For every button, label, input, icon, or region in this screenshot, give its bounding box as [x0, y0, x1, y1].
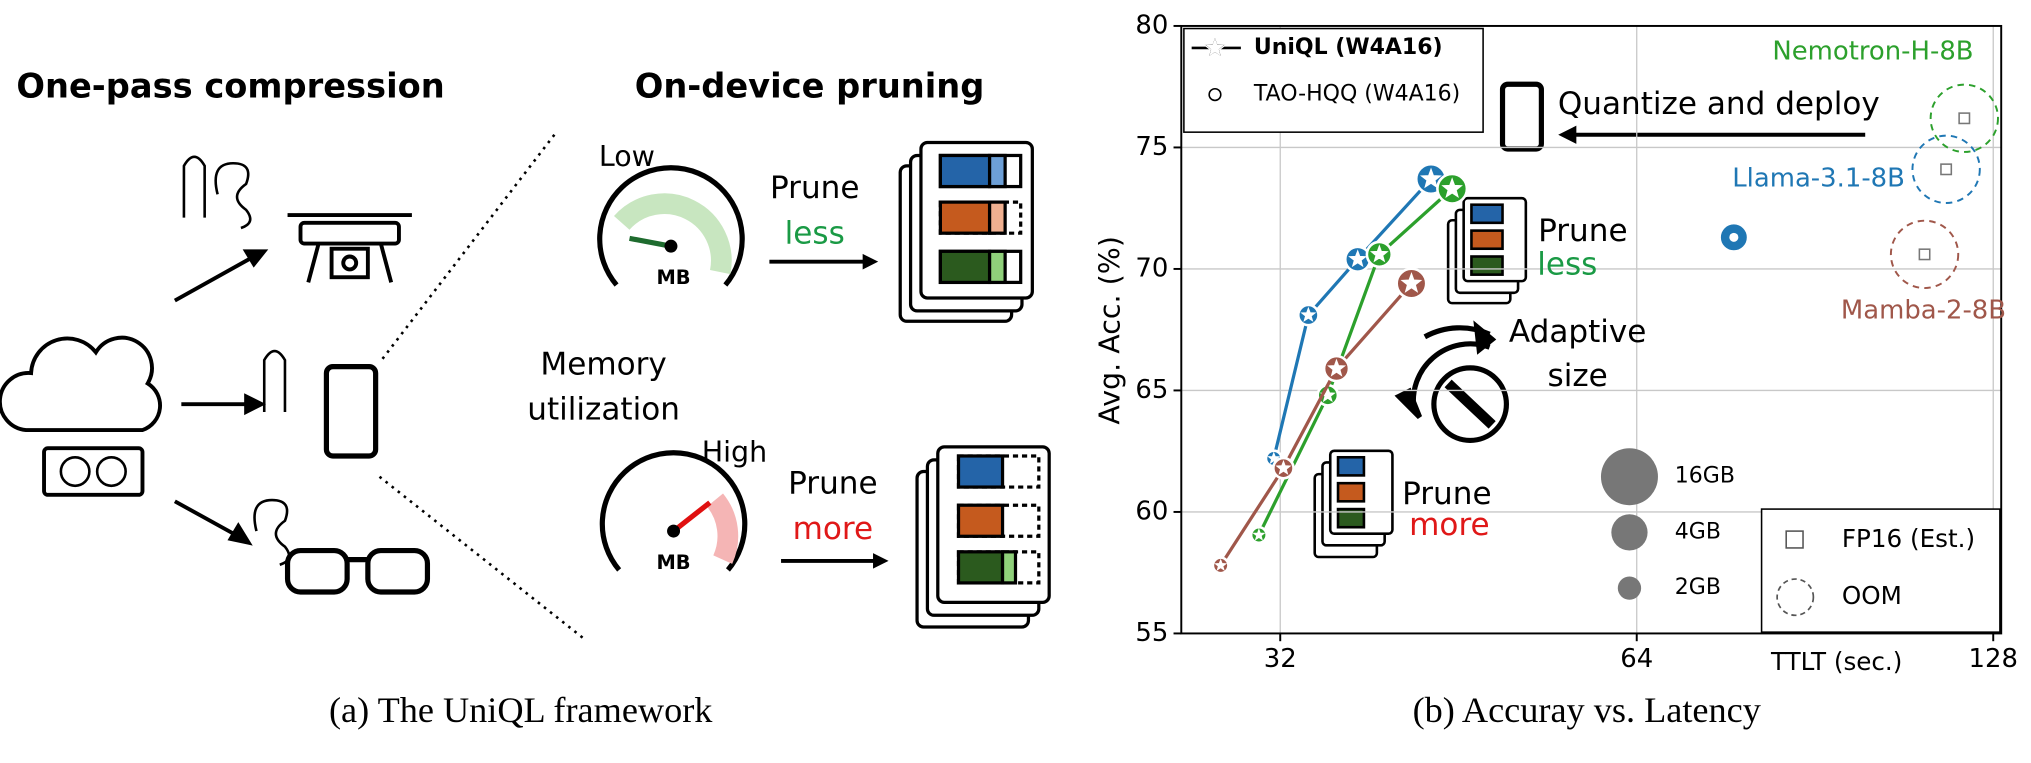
glasses-icon [284, 547, 431, 595]
x-tick-label: 64 [1620, 644, 1653, 674]
mini-card-stack [1446, 196, 1528, 305]
x-tick-label: 32 [1264, 644, 1297, 674]
star-icon [1369, 244, 1389, 263]
gauge-unit: MB [656, 266, 690, 289]
model-icons [182, 155, 291, 567]
star-icon [1300, 306, 1317, 322]
legend-marker [1208, 87, 1222, 102]
arrowhead [862, 253, 879, 270]
star-icon [1420, 167, 1442, 189]
star-icon [1214, 558, 1228, 571]
y-axis-label: Avg. Acc. (%) [1093, 236, 1126, 425]
size-legend-marker [1600, 448, 1658, 506]
size-legend-marker [1617, 576, 1642, 600]
legend-box [1760, 508, 2001, 633]
gauge-unit: MB [656, 551, 690, 574]
arrowhead [873, 553, 889, 569]
gauge-high [599, 450, 748, 572]
framework-panel: One-pass compression On-device pruning L… [0, 67, 1051, 730]
annotation: Prune [1538, 213, 1628, 249]
size-legend-marker [1611, 514, 1648, 551]
star-icon [1400, 271, 1423, 293]
legend-label: UniQL (W4A16) [1254, 35, 1443, 60]
y-tick-label: 55 [1135, 618, 1168, 648]
caption: (a) The UniQL framework [329, 690, 713, 730]
gauge-label: Low [599, 140, 655, 173]
y-tick-label: 65 [1135, 375, 1168, 405]
annotation: more [1409, 507, 1490, 543]
card-stack-more [915, 445, 1051, 629]
legend-label: TAO-HQQ (W4A16) [1253, 82, 1460, 107]
star-icon [1441, 177, 1463, 199]
gpu-icon [42, 446, 145, 497]
legend-label: FP16 (Est.) [1842, 524, 1975, 553]
chart-decorations [1313, 81, 1866, 559]
series-line [1219, 282, 1413, 567]
divider [378, 133, 556, 364]
legend-box [1183, 27, 1484, 133]
drone-icon [287, 213, 412, 283]
fp16-point [1958, 112, 1971, 125]
prune-amount: more [793, 511, 874, 547]
gpu-fan [95, 455, 127, 488]
prune-label: Prune [770, 170, 860, 206]
oom-circle [1911, 134, 1981, 204]
model-label: Llama-3.1-8B [1732, 163, 1905, 193]
star-icon [1327, 358, 1347, 377]
fp16-point [1918, 248, 1931, 261]
fp16-point [1940, 163, 1953, 176]
card-stack-less [898, 140, 1034, 323]
x-tick-label: 128 [1969, 644, 2018, 674]
gpu-fan [59, 455, 91, 488]
arrows [173, 249, 269, 546]
gauge-low [597, 165, 745, 287]
caption: (b) Accuray vs. Latency [1413, 690, 1761, 730]
annotation: Quantize and deploy [1558, 86, 1880, 122]
y-tick-label: 80 [1135, 10, 1168, 40]
series-line [1272, 177, 1433, 459]
annotation: Prune [1402, 476, 1492, 512]
phone-icon [323, 364, 379, 459]
size-legend-label: 16GB [1675, 464, 1735, 489]
star-icon [1348, 249, 1368, 268]
y-tick-label: 60 [1135, 496, 1168, 526]
star-icon [1252, 528, 1266, 541]
panel-title: One-pass compression [16, 67, 444, 106]
arrowhead [1558, 125, 1577, 144]
star-icon [1267, 451, 1281, 465]
model-label: Nemotron-H-8B [1772, 36, 1973, 66]
mini-card-stack [1313, 449, 1394, 559]
y-tick-label: 70 [1135, 253, 1168, 283]
memory-label: utilization [527, 392, 680, 428]
panel-title: On-device pruning [635, 67, 985, 106]
prune-label: Prune [788, 465, 878, 501]
size-legend-label: 2GB [1675, 575, 1721, 600]
divider [378, 475, 587, 641]
size-legend-label: 4GB [1675, 519, 1721, 544]
annotation: Adaptive [1509, 314, 1647, 350]
gauge-label: High [702, 435, 767, 468]
prune-amount: less [785, 215, 845, 251]
legend-label: OOM [1842, 581, 1902, 610]
phone-icon [1499, 81, 1544, 152]
y-tick-label: 75 [1135, 132, 1168, 162]
oom-circle [1889, 219, 1960, 290]
memory-label: Memory [540, 346, 666, 382]
tao-center [1729, 232, 1739, 242]
star-icon [1275, 459, 1292, 475]
plot-frame [1180, 24, 2003, 635]
model-label: Mamba-2-8B [1841, 295, 2006, 325]
knob-icon [1394, 320, 1510, 444]
legend-marker [1785, 530, 1804, 549]
star-icon [1205, 38, 1225, 56]
cloud-icon [0, 335, 162, 433]
annotation: less [1537, 247, 1597, 283]
annotation: size [1548, 358, 1608, 394]
x-axis-label: TTLT (sec.) [1770, 647, 1902, 676]
legend-marker [1776, 578, 1815, 617]
oom-circle [1929, 83, 1999, 153]
